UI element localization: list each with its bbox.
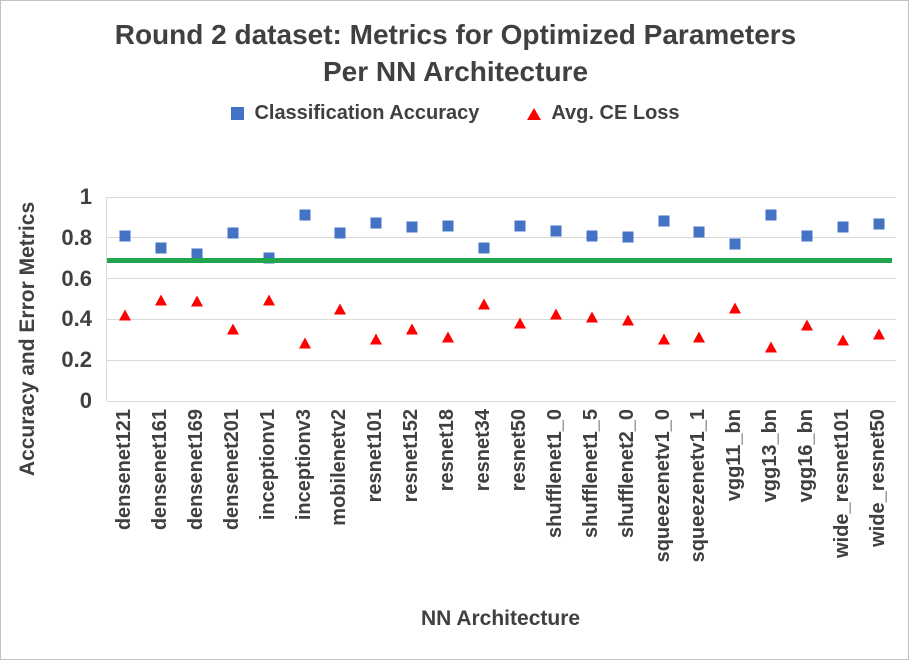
data-point-ce-loss — [801, 319, 814, 330]
data-point-ce-loss — [837, 334, 850, 346]
x-category-label: resnet18 — [436, 409, 459, 492]
y-tick-label: 1 — [79, 184, 92, 209]
data-point-ce-loss — [442, 331, 455, 343]
legend-square-marker-icon — [231, 107, 245, 120]
x-category-label: resnet34 — [472, 409, 495, 492]
gridline — [107, 196, 896, 198]
x-category-label: shufflenet1_5 — [579, 409, 602, 538]
x-category-label: inceptionv1 — [256, 409, 279, 521]
gridline — [107, 359, 896, 361]
gridline — [107, 318, 896, 320]
data-point-accuracy — [370, 217, 382, 228]
legend: Classification Accuracy Avg. CE Loss — [1, 102, 908, 125]
plot-area — [106, 196, 896, 402]
data-point-ce-loss — [693, 331, 706, 343]
data-point-ce-loss — [513, 317, 526, 329]
data-point-ce-loss — [585, 311, 598, 323]
data-point-ce-loss — [370, 333, 383, 345]
data-point-accuracy — [765, 209, 777, 221]
chart-title-text: Round 2 dataset: Metrics for Optimized P… — [114, 19, 797, 87]
data-point-accuracy — [191, 248, 203, 260]
gridline — [107, 278, 896, 280]
data-point-accuracy — [837, 221, 849, 233]
data-point-ce-loss — [190, 295, 203, 307]
data-point-ce-loss — [298, 337, 311, 349]
gridline — [107, 400, 896, 402]
data-point-ce-loss — [765, 341, 778, 353]
x-category-label: shufflenet1_0 — [543, 409, 566, 538]
data-point-ce-loss — [873, 328, 885, 340]
gridline — [107, 237, 896, 239]
x-category-label: densenet121 — [113, 409, 135, 531]
x-category-label: resnet50 — [507, 409, 530, 492]
x-category-label: densenet161 — [148, 409, 171, 531]
x-category-label: vgg13_bn — [759, 409, 782, 503]
data-point-ce-loss — [226, 323, 239, 335]
reference-line — [107, 257, 892, 263]
data-point-ce-loss — [119, 309, 131, 321]
data-point-accuracy — [334, 227, 346, 239]
x-category-label: shufflenet2_0 — [615, 409, 638, 538]
data-point-accuracy — [801, 230, 813, 242]
data-point-accuracy — [873, 218, 885, 230]
data-point-ce-loss — [262, 294, 275, 306]
x-category-label: wide_resnet101 — [831, 409, 854, 558]
data-point-accuracy — [729, 238, 741, 250]
y-tick-label: 0.8 — [61, 224, 92, 250]
data-point-accuracy — [514, 220, 526, 232]
chart-title: Round 2 dataset: Metrics for Optimized P… — [1, 17, 908, 91]
y-axis-title: Accuracy and Error Metrics — [16, 201, 39, 477]
data-point-accuracy — [299, 209, 311, 221]
x-category-label: mobilenetv2 — [328, 409, 351, 526]
data-point-accuracy — [693, 226, 705, 238]
data-point-ce-loss — [406, 323, 419, 335]
data-point-accuracy — [478, 242, 490, 254]
x-category-label: squeezenetv1_1 — [687, 409, 710, 563]
data-point-ce-loss — [549, 308, 562, 320]
x-category-label: vgg16_bn — [795, 409, 818, 503]
data-point-accuracy — [119, 230, 131, 242]
data-point-accuracy — [550, 225, 562, 237]
data-point-accuracy — [658, 215, 670, 227]
x-category-label: wide_resnet50 — [867, 409, 889, 547]
legend-label-ce-loss: Avg. CE Loss — [551, 102, 680, 124]
y-tick-label: 0.6 — [61, 265, 92, 291]
data-point-accuracy — [622, 231, 634, 243]
legend-item-ce-loss: Avg. CE Loss — [527, 102, 680, 125]
legend-item-accuracy: Classification Accuracy — [231, 102, 479, 125]
y-tick-label: 0.2 — [61, 347, 92, 373]
x-category-label: vgg11_bn — [723, 409, 746, 502]
data-point-ce-loss — [154, 294, 167, 306]
x-category-label: densenet201 — [220, 409, 243, 531]
data-point-ce-loss — [657, 333, 670, 345]
x-category-label: resnet101 — [364, 409, 387, 503]
x-category-label: inceptionv3 — [292, 409, 315, 521]
data-point-ce-loss — [478, 298, 491, 310]
y-tick-label: 0.4 — [61, 306, 92, 332]
data-point-ce-loss — [334, 303, 347, 315]
data-point-accuracy — [586, 230, 598, 242]
x-category-label: densenet169 — [184, 409, 207, 531]
x-category-label: squeezenetv1_0 — [651, 409, 674, 563]
legend-label-accuracy: Classification Accuracy — [254, 102, 480, 124]
data-point-accuracy — [227, 227, 239, 239]
data-point-accuracy — [155, 242, 167, 254]
data-point-accuracy — [406, 221, 418, 233]
x-axis-title: NN Architecture — [420, 607, 581, 630]
legend-triangle-marker-icon — [527, 107, 542, 120]
data-point-ce-loss — [729, 302, 742, 314]
data-point-accuracy — [442, 220, 454, 232]
data-point-ce-loss — [621, 314, 634, 326]
y-tick-label: 0 — [79, 388, 92, 413]
x-category-label: resnet152 — [400, 409, 423, 503]
